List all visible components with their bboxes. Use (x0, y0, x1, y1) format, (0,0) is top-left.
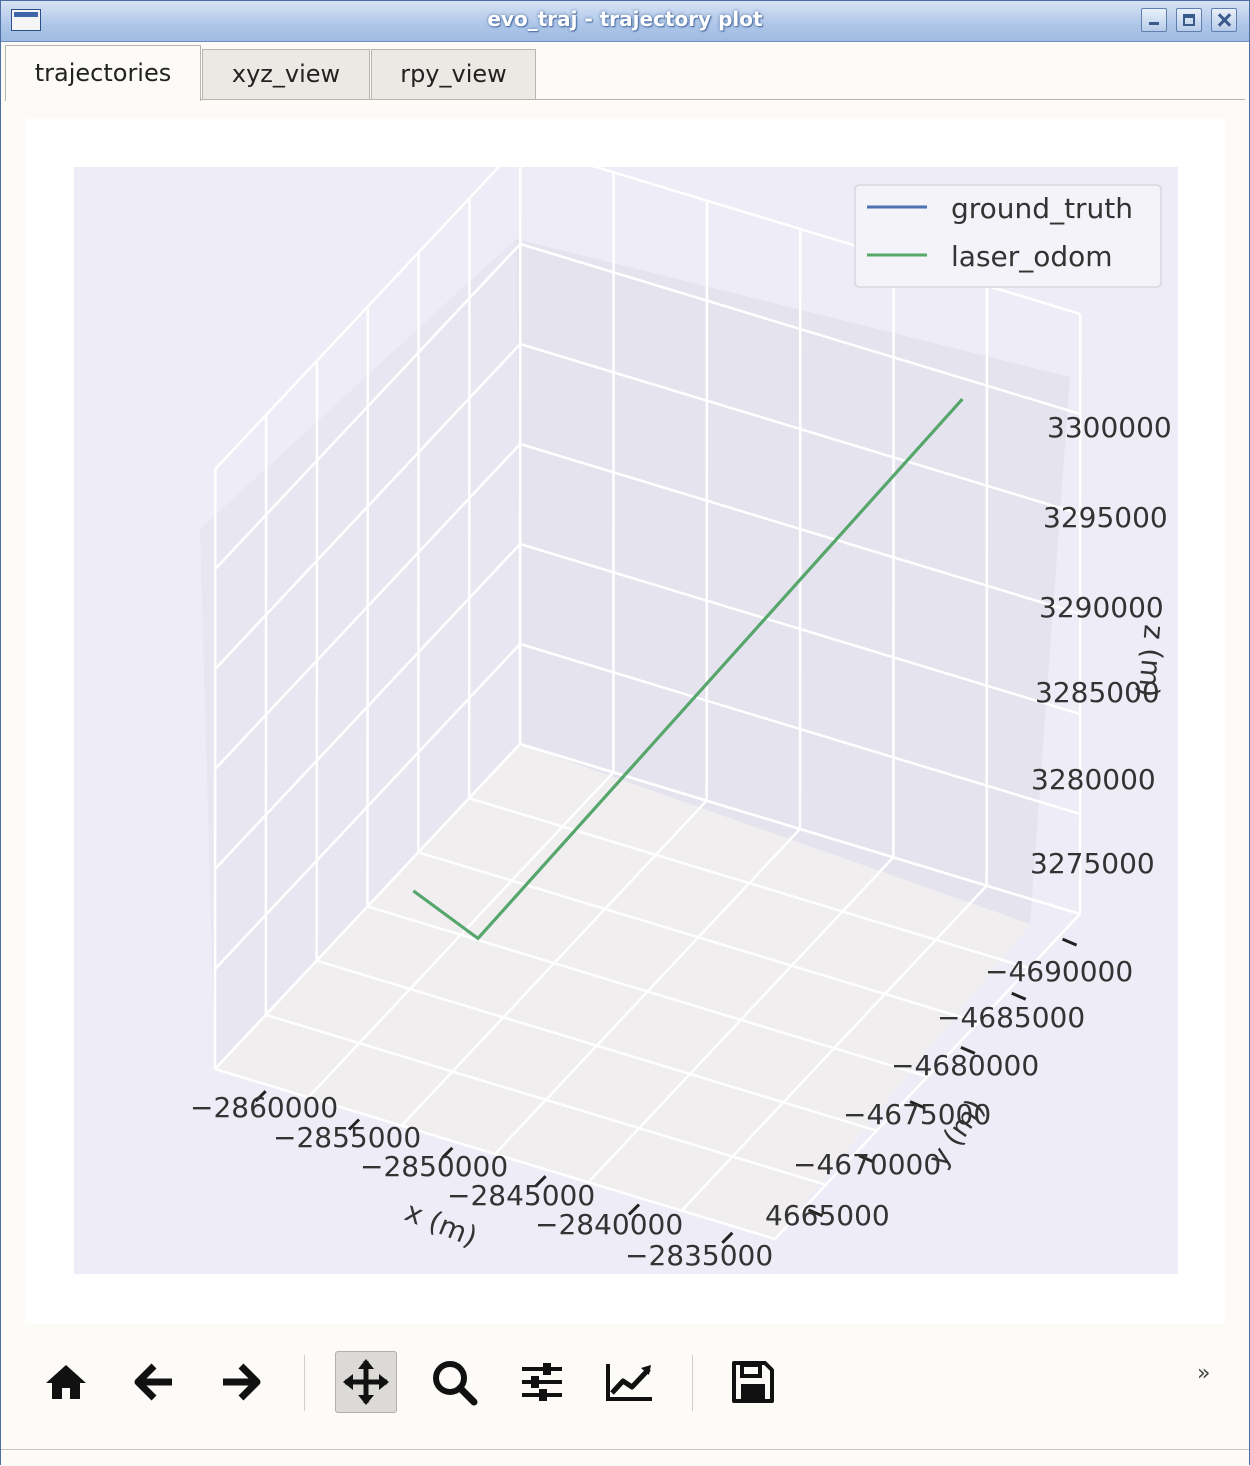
sliders-icon (519, 1361, 565, 1403)
status-bar (1, 1449, 1249, 1466)
arrow-left-icon (132, 1362, 176, 1402)
window-title: evo_traj - trajectory plot (1, 7, 1249, 31)
save-figure-button[interactable] (722, 1351, 784, 1413)
toolbar-separator (304, 1355, 305, 1411)
figure-canvas[interactable]: −2860000 −2855000 −2850000 −2845000 −284… (25, 119, 1225, 1324)
y-tick-label: −4685000 (937, 1001, 1085, 1034)
toolbar-overflow-button[interactable]: » (1197, 1361, 1210, 1386)
floppy-disk-icon (731, 1360, 775, 1404)
y-tick-label: −4690000 (985, 955, 1133, 988)
x-tick-label: −2840000 (535, 1208, 683, 1241)
move-icon (342, 1358, 390, 1406)
x-tick-label: −2860000 (190, 1091, 338, 1124)
z-axis-label: z (m) (1132, 623, 1171, 698)
z-tick-label: 3290000 (1039, 591, 1164, 624)
close-button[interactable] (1211, 8, 1237, 32)
toolbar-separator (692, 1355, 693, 1411)
z-tick-label: 3275000 (1030, 847, 1155, 880)
z-tick-label: 3280000 (1031, 763, 1156, 796)
line-chart-icon (605, 1361, 655, 1403)
z-tick-label: 3295000 (1043, 501, 1168, 534)
tab-rpy-view[interactable]: rpy_view (371, 49, 536, 99)
arrow-right-icon (219, 1362, 263, 1402)
title-bar[interactable]: evo_traj - trajectory plot (1, 1, 1249, 42)
home-button[interactable] (35, 1351, 97, 1413)
y-tick-label: −4680000 (891, 1049, 1039, 1082)
configure-subplots-button[interactable] (511, 1351, 573, 1413)
trajectory-3d-plot[interactable]: −2860000 −2855000 −2850000 −2845000 −284… (25, 119, 1225, 1324)
legend: ground_truth laser_odom (855, 185, 1161, 287)
tab-trajectories[interactable]: trajectories (5, 45, 201, 101)
z-tick-label: 3300000 (1047, 411, 1172, 444)
home-icon (44, 1362, 88, 1402)
minimize-button[interactable] (1141, 8, 1167, 32)
tab-bar: trajectories xyz_view rpy_view (5, 45, 1245, 100)
y-tick-label: 4665000 (765, 1199, 890, 1232)
pan-button[interactable] (335, 1351, 397, 1413)
legend-label-laser-odom: laser_odom (951, 240, 1113, 273)
maximize-button[interactable] (1176, 8, 1202, 32)
navigation-toolbar: » (1, 1341, 1249, 1431)
x-tick-label: −2835000 (625, 1239, 773, 1272)
tab-xyz-view[interactable]: xyz_view (202, 49, 370, 99)
legend-label-ground-truth: ground_truth (951, 192, 1133, 225)
forward-button[interactable] (210, 1351, 272, 1413)
magnifier-icon (430, 1358, 478, 1406)
edit-axes-button[interactable] (599, 1351, 661, 1413)
y-tick-label: −4670000 (793, 1148, 941, 1181)
zoom-button[interactable] (423, 1351, 485, 1413)
back-button[interactable] (123, 1351, 185, 1413)
